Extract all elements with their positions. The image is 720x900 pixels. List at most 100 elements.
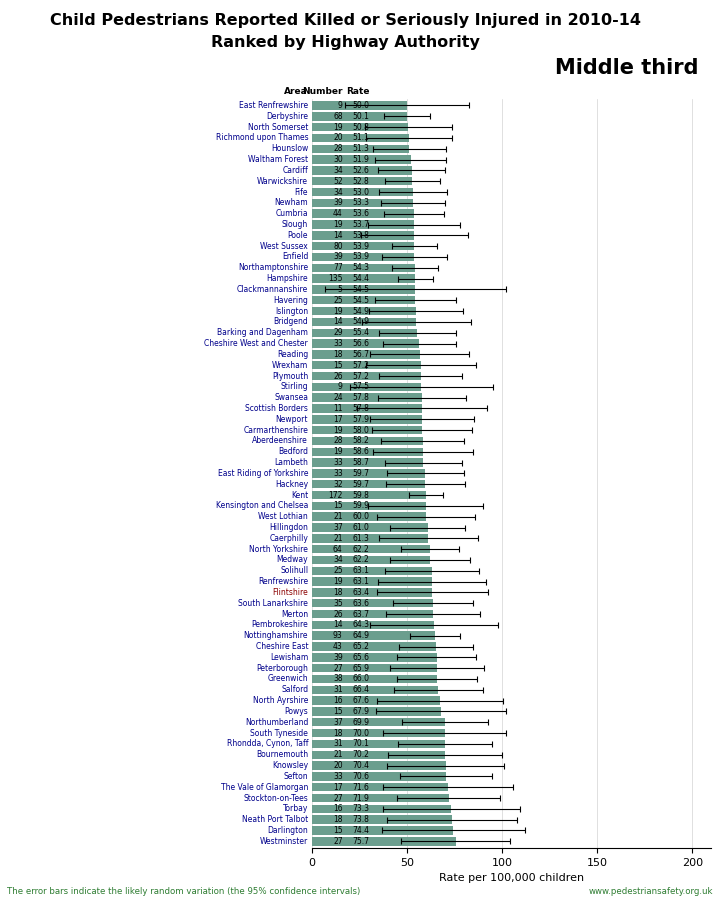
Text: 39: 39	[333, 253, 343, 262]
Text: Bournemouth: Bournemouth	[256, 751, 308, 760]
Text: Bridgend: Bridgend	[274, 318, 308, 327]
Bar	[312, 491, 426, 500]
Bar	[312, 589, 433, 597]
Text: 59.8: 59.8	[353, 491, 369, 500]
Text: Sefton: Sefton	[284, 772, 308, 781]
Bar	[312, 664, 437, 672]
Text: Warwickshire: Warwickshire	[257, 176, 308, 185]
Text: 30: 30	[333, 155, 343, 164]
Text: 70.0: 70.0	[352, 729, 369, 738]
Text: Barking and Dagenham: Barking and Dagenham	[217, 328, 308, 338]
Text: Child Pedestrians Reported Killed or Seriously Injured in 2010-14
Ranked by High: Child Pedestrians Reported Killed or Ser…	[50, 14, 641, 50]
Text: 44: 44	[333, 209, 343, 218]
Text: 59.9: 59.9	[352, 501, 369, 510]
Text: Richmond upon Thames: Richmond upon Thames	[215, 133, 308, 142]
Text: Neath Port Talbot: Neath Port Talbot	[242, 815, 308, 824]
Text: 54.3: 54.3	[352, 264, 369, 273]
Text: Lewisham: Lewisham	[270, 652, 308, 662]
Bar	[312, 718, 445, 726]
Text: Hillingdon: Hillingdon	[269, 523, 308, 532]
Bar	[312, 210, 414, 218]
Bar	[312, 393, 422, 402]
Text: 19: 19	[333, 577, 343, 586]
Text: Cheshire West and Chester: Cheshire West and Chester	[204, 339, 308, 348]
Text: Cardiff: Cardiff	[282, 166, 308, 175]
Text: Hounslow: Hounslow	[271, 144, 308, 153]
Text: 27: 27	[333, 837, 343, 846]
Text: 53.6: 53.6	[352, 209, 369, 218]
Text: 17: 17	[333, 783, 343, 792]
Text: 32: 32	[333, 480, 343, 489]
Text: South Tyneside: South Tyneside	[251, 729, 308, 738]
Text: 59.7: 59.7	[352, 469, 369, 478]
Text: 15: 15	[333, 826, 343, 835]
Text: 54.9: 54.9	[352, 307, 369, 316]
Bar	[312, 544, 430, 554]
Text: East Riding of Yorkshire: East Riding of Yorkshire	[217, 469, 308, 478]
Text: 50.0: 50.0	[352, 101, 369, 110]
Bar	[312, 523, 428, 532]
Bar	[312, 458, 423, 467]
Text: Medway: Medway	[276, 555, 308, 564]
Text: 53.3: 53.3	[352, 198, 369, 207]
Text: Swansea: Swansea	[274, 393, 308, 402]
Text: Solihull: Solihull	[280, 566, 308, 575]
Bar	[312, 469, 426, 478]
Text: 18: 18	[333, 588, 343, 597]
Text: Caerphilly: Caerphilly	[269, 534, 308, 543]
Text: 172: 172	[328, 491, 343, 500]
Bar	[312, 361, 420, 369]
Text: 93: 93	[333, 631, 343, 640]
Text: 63.1: 63.1	[353, 577, 369, 586]
Text: 53.9: 53.9	[352, 242, 369, 251]
Text: 65.6: 65.6	[352, 652, 369, 662]
Text: www.pedestriansafety.org.uk: www.pedestriansafety.org.uk	[588, 887, 713, 896]
Text: 18: 18	[333, 729, 343, 738]
Text: 20: 20	[333, 133, 343, 142]
Text: 55.4: 55.4	[352, 328, 369, 338]
Text: Kensington and Chelsea: Kensington and Chelsea	[216, 501, 308, 510]
Text: Lambeth: Lambeth	[274, 458, 308, 467]
Bar	[312, 707, 441, 716]
Text: Aberdeenshire: Aberdeenshire	[253, 436, 308, 446]
Bar	[312, 372, 420, 380]
Text: 39: 39	[333, 198, 343, 207]
Text: 54.4: 54.4	[352, 274, 369, 284]
Text: 39: 39	[333, 652, 343, 662]
Bar	[312, 512, 426, 521]
Text: 5: 5	[338, 285, 343, 294]
Text: 31: 31	[333, 740, 343, 749]
Bar	[312, 501, 426, 510]
Text: 66.0: 66.0	[352, 674, 369, 683]
Text: 28: 28	[333, 144, 343, 153]
Bar	[312, 805, 451, 813]
Bar	[312, 112, 407, 121]
Text: Havering: Havering	[274, 296, 308, 305]
Text: 33: 33	[333, 458, 343, 467]
Text: Northamptonshire: Northamptonshire	[238, 264, 308, 273]
Bar	[312, 199, 413, 207]
Text: 34: 34	[333, 187, 343, 196]
Text: 51.1: 51.1	[353, 133, 369, 142]
Bar	[312, 253, 414, 261]
Bar	[312, 643, 436, 651]
Text: 50.8: 50.8	[353, 122, 369, 131]
Text: Kent: Kent	[291, 491, 308, 500]
Text: 37: 37	[333, 718, 343, 727]
Bar	[312, 436, 423, 446]
Bar	[312, 339, 420, 347]
Text: Cumbria: Cumbria	[276, 209, 308, 218]
Text: North Ayrshire: North Ayrshire	[253, 696, 308, 705]
Bar	[312, 231, 414, 239]
Text: Flintshire: Flintshire	[272, 588, 308, 597]
Text: 58.7: 58.7	[353, 458, 369, 467]
Text: 18: 18	[333, 350, 343, 359]
Text: 26: 26	[333, 372, 343, 381]
Text: West Lothian: West Lothian	[258, 512, 308, 521]
Bar	[312, 382, 421, 392]
Text: Rate: Rate	[346, 87, 369, 96]
Text: 67.6: 67.6	[352, 696, 369, 705]
Text: Renfrewshire: Renfrewshire	[258, 577, 308, 586]
Text: 27: 27	[333, 794, 343, 803]
Text: 62.2: 62.2	[353, 555, 369, 564]
